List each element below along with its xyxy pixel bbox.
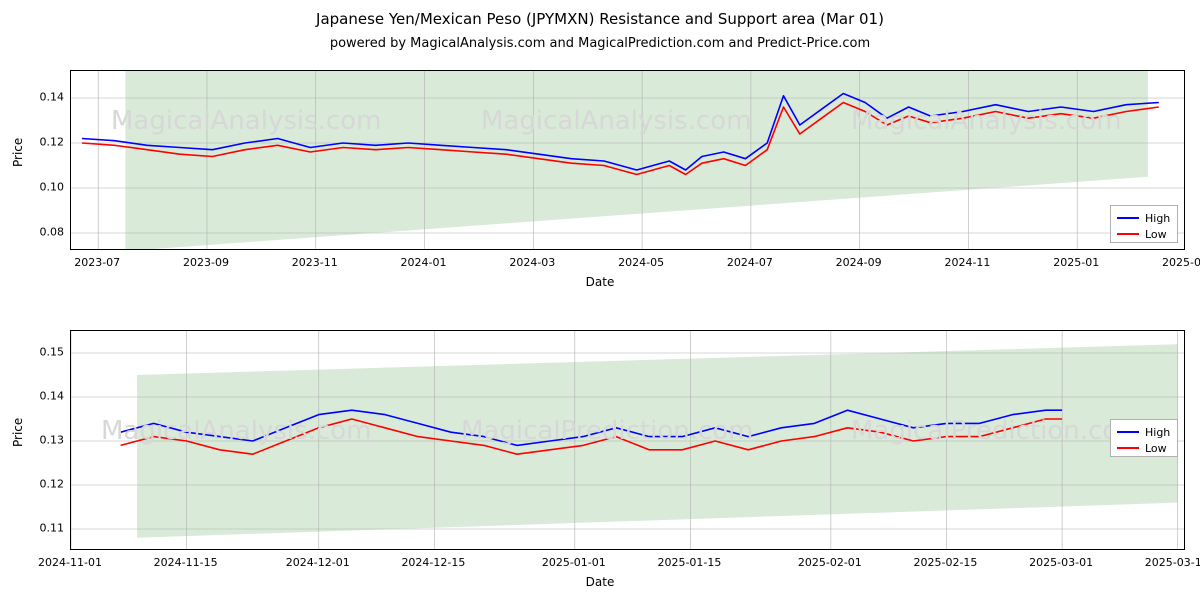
y-tick-label: 0.11: [30, 522, 64, 535]
legend-label-high: High: [1145, 426, 1170, 439]
x-tick-label: 2025-02-01: [798, 556, 862, 569]
y-tick-label: 0.13: [30, 434, 64, 447]
legend-label-high: High: [1145, 212, 1170, 225]
y-tick-label: 0.08: [30, 226, 64, 239]
x-tick-label: 2024-07: [727, 256, 773, 269]
y-tick-label: 0.14: [30, 390, 64, 403]
y-tick-label: 0.15: [30, 346, 64, 359]
chart-panel-top: MagicalAnalysis.com MagicalAnalysis.com …: [70, 70, 1185, 250]
chart-panel-bottom: MagicalAnalysis.com MagicalPrediction.co…: [70, 330, 1185, 550]
legend-swatch-low: [1117, 447, 1139, 449]
x-tick-label: 2025-03: [1162, 256, 1200, 269]
x-axis-label-2: Date: [0, 575, 1200, 589]
legend-bottom: High Low: [1110, 419, 1178, 457]
x-tick-label: 2024-12-01: [286, 556, 350, 569]
y-tick-label: 0.12: [30, 136, 64, 149]
x-tick-label: 2024-12-15: [401, 556, 465, 569]
y-axis-label-1: Price: [11, 147, 25, 167]
x-tick-label: 2023-09: [183, 256, 229, 269]
x-tick-label: 2025-03-01: [1029, 556, 1093, 569]
legend-swatch-high: [1117, 217, 1139, 219]
legend-swatch-high: [1117, 431, 1139, 433]
page-root: { "title": "Japanese Yen/Mexican Peso (J…: [0, 0, 1200, 600]
x-tick-label: 2025-01-15: [657, 556, 721, 569]
legend-row-high: High: [1117, 210, 1171, 226]
chart-subtitle: powered by MagicalAnalysis.com and Magic…: [0, 36, 1200, 51]
x-tick-label: 2025-02-15: [914, 556, 978, 569]
x-tick-label: 2024-11-01: [38, 556, 102, 569]
legend-label-low: Low: [1145, 228, 1167, 241]
x-tick-label: 2023-11: [292, 256, 338, 269]
chart-svg-top: [71, 71, 1185, 250]
y-tick-label: 0.12: [30, 478, 64, 491]
x-tick-label: 2024-01: [401, 256, 447, 269]
legend-swatch-low: [1117, 233, 1139, 235]
x-tick-label: 2024-11-15: [154, 556, 218, 569]
y-tick-label: 0.10: [30, 181, 64, 194]
legend-label-low: Low: [1145, 442, 1167, 455]
legend-top: High Low: [1110, 205, 1178, 243]
y-axis-label-2: Price: [11, 427, 25, 447]
legend-row-low: Low: [1117, 440, 1171, 456]
chart-svg-bottom: [71, 331, 1185, 550]
x-tick-label: 2024-09: [836, 256, 882, 269]
x-tick-label: 2024-03: [509, 256, 555, 269]
x-axis-label-1: Date: [0, 275, 1200, 289]
x-tick-label: 2024-11: [944, 256, 990, 269]
legend-row-high: High: [1117, 424, 1171, 440]
legend-row-low: Low: [1117, 226, 1171, 242]
x-tick-label: 2023-07: [74, 256, 120, 269]
y-tick-label: 0.14: [30, 91, 64, 104]
x-tick-label: 2024-05: [618, 256, 664, 269]
x-tick-label: 2025-03-15: [1145, 556, 1200, 569]
x-tick-label: 2025-01-01: [542, 556, 606, 569]
x-tick-label: 2025-01: [1053, 256, 1099, 269]
chart-title: Japanese Yen/Mexican Peso (JPYMXN) Resis…: [0, 10, 1200, 28]
